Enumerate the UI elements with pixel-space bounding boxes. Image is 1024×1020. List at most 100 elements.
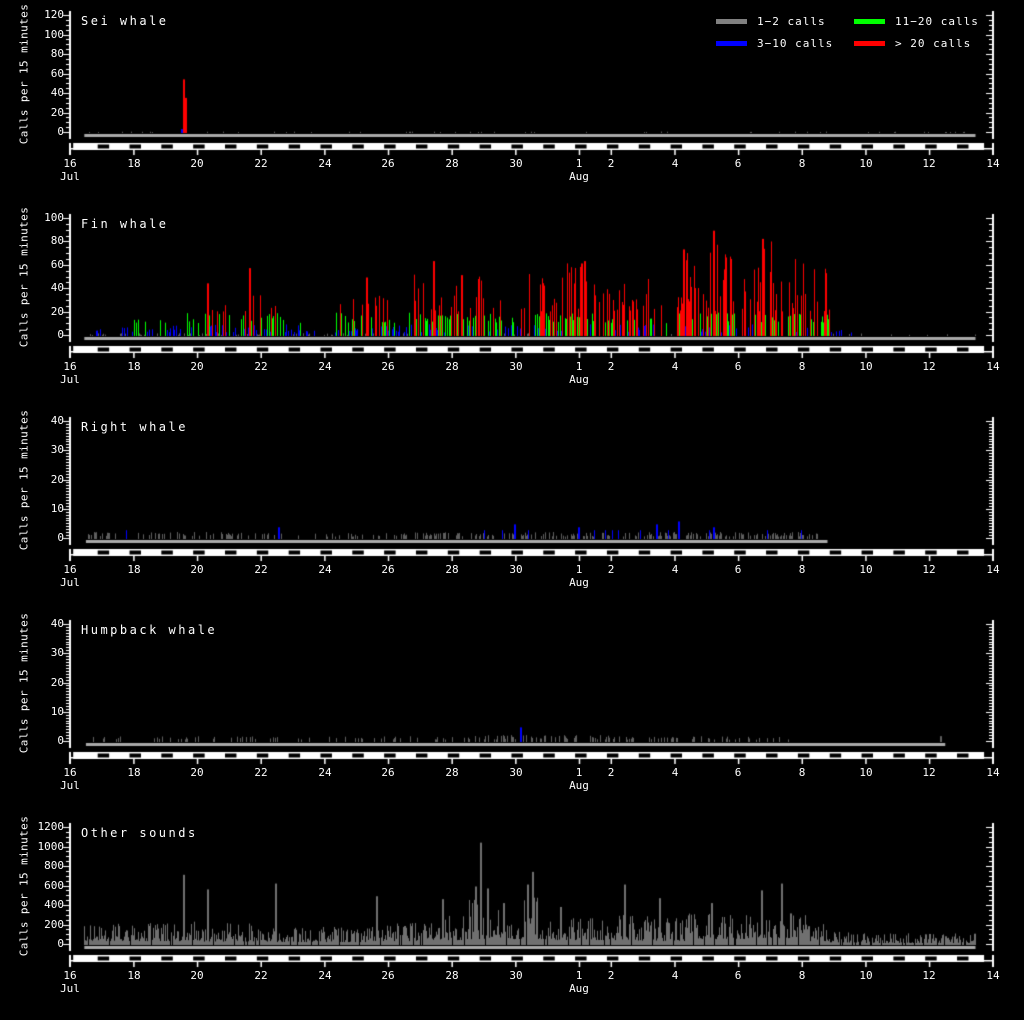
x-tick-label: 1: [575, 157, 583, 170]
x-tick-label: 6: [734, 969, 742, 982]
panel-title-right-whale: Right whale: [81, 420, 188, 434]
x-tick-label: 30: [509, 969, 523, 982]
x-tick-label: 22: [254, 969, 268, 982]
x-tick-label: 20: [190, 157, 204, 170]
month-label: Jul: [60, 576, 80, 589]
x-tick-label: 20: [190, 360, 204, 373]
month-label: Jul: [60, 779, 80, 792]
month-label: Aug: [569, 576, 589, 589]
month-label: Jul: [60, 373, 80, 386]
x-tick-label: 24: [318, 969, 332, 982]
x-tick-label: 8: [798, 563, 806, 576]
x-tick-label: 4: [671, 360, 679, 373]
x-tick-label: 26: [381, 563, 395, 576]
x-tick-label: 4: [671, 969, 679, 982]
y-axis-label: Calls per 15 minutes: [17, 206, 31, 348]
y-tick-label: 30: [50, 646, 64, 659]
x-tick-label: 16: [63, 157, 77, 170]
x-tick-label: 26: [381, 969, 395, 982]
x-tick-label: 4: [671, 157, 679, 170]
legend-swatch-green: [854, 19, 885, 24]
x-tick-label: 12: [922, 563, 936, 576]
x-tick-label: 8: [798, 766, 806, 779]
x-tick-label: 14: [986, 360, 1000, 373]
x-tick-label: 6: [734, 157, 742, 170]
x-tick-label: 16: [63, 766, 77, 779]
x-tick-label: 18: [127, 766, 141, 779]
y-tick-label: 100: [44, 28, 64, 41]
x-tick-label: 6: [734, 766, 742, 779]
x-tick-label: 8: [798, 969, 806, 982]
y-tick-label: 600: [44, 879, 64, 892]
month-label: Aug: [569, 982, 589, 995]
x-tick-label: 14: [986, 969, 1000, 982]
panel-title-sei-whale: Sei whale: [81, 14, 169, 28]
legend-swatch-blue: [716, 41, 747, 46]
panel-title-humpback-whale: Humpback whale: [81, 623, 218, 637]
x-tick-label: 14: [986, 563, 1000, 576]
x-tick-label: 6: [734, 360, 742, 373]
x-tick-label: 8: [798, 360, 806, 373]
x-tick-label: 18: [127, 969, 141, 982]
x-tick-label: 16: [63, 969, 77, 982]
y-tick-label: 20: [50, 676, 64, 689]
x-tick-label: 20: [190, 969, 204, 982]
legend-label: 11−20 calls: [895, 15, 979, 28]
y-tick-label: 80: [50, 234, 64, 247]
x-tick-label: 12: [922, 766, 936, 779]
x-tick-label: 4: [671, 766, 679, 779]
x-tick-label: 26: [381, 157, 395, 170]
legend-label: 3−10 calls: [757, 37, 834, 50]
x-tick-label: 4: [671, 563, 679, 576]
y-tick-label: 200: [44, 918, 64, 931]
x-tick-label: 1: [575, 766, 583, 779]
x-tick-label: 2: [607, 766, 615, 779]
y-tick-label: 20: [50, 473, 64, 486]
x-tick-label: 22: [254, 563, 268, 576]
month-label: Aug: [569, 779, 589, 792]
x-tick-label: 10: [859, 969, 873, 982]
x-tick-label: 30: [509, 766, 523, 779]
x-tick-label: 22: [254, 766, 268, 779]
x-tick-label: 26: [381, 766, 395, 779]
x-tick-label: 30: [509, 360, 523, 373]
y-tick-label: 120: [44, 8, 64, 21]
x-tick-label: 18: [127, 360, 141, 373]
legend-label: 1−2 calls: [757, 15, 826, 28]
x-tick-label: 16: [63, 563, 77, 576]
x-tick-label: 18: [127, 157, 141, 170]
y-tick-label: 60: [50, 258, 64, 271]
x-tick-label: 10: [859, 157, 873, 170]
x-tick-label: 22: [254, 360, 268, 373]
x-tick-label: 2: [607, 360, 615, 373]
x-tick-label: 8: [798, 157, 806, 170]
month-label: Jul: [60, 982, 80, 995]
x-tick-label: 2: [607, 563, 615, 576]
y-tick-label: 100: [44, 211, 64, 224]
x-tick-label: 20: [190, 563, 204, 576]
x-tick-label: 12: [922, 360, 936, 373]
x-tick-label: 1: [575, 360, 583, 373]
x-tick-label: 28: [445, 969, 459, 982]
y-tick-label: 40: [50, 617, 64, 630]
x-tick-label: 28: [445, 563, 459, 576]
x-tick-label: 14: [986, 157, 1000, 170]
x-tick-label: 22: [254, 157, 268, 170]
x-tick-label: 12: [922, 969, 936, 982]
x-tick-label: 28: [445, 157, 459, 170]
x-tick-label: 10: [859, 766, 873, 779]
y-tick-label: 20: [50, 305, 64, 318]
month-label: Aug: [569, 373, 589, 386]
y-tick-label: 1000: [37, 840, 65, 853]
y-tick-label: 0: [57, 531, 64, 544]
x-tick-label: 2: [607, 969, 615, 982]
x-tick-label: 24: [318, 360, 332, 373]
x-tick-label: 24: [318, 766, 332, 779]
x-tick-label: 14: [986, 766, 1000, 779]
x-tick-label: 1: [575, 563, 583, 576]
month-label: Aug: [569, 170, 589, 183]
x-tick-label: 16: [63, 360, 77, 373]
x-tick-label: 26: [381, 360, 395, 373]
month-label: Jul: [60, 170, 80, 183]
